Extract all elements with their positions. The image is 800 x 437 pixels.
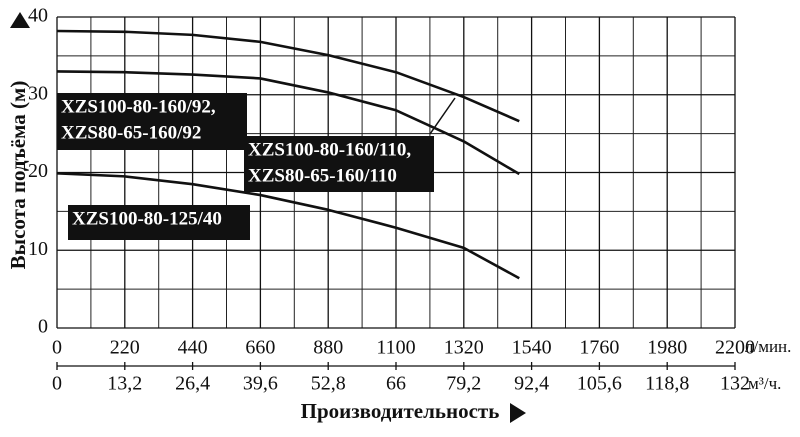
y-axis-title: Высота подъёма (м)	[6, 81, 30, 270]
y-arrow	[10, 12, 30, 28]
y-tick-label: 0	[38, 316, 48, 338]
x-tick-label: 1760	[579, 337, 619, 359]
x-tick-label: 220	[110, 337, 140, 359]
y-tick-label: 20	[28, 160, 48, 182]
x2-tick-label: 105,6	[577, 373, 622, 395]
series-label-box	[244, 136, 434, 192]
x-arrow	[510, 403, 526, 423]
curve	[56, 29, 520, 123]
x-tick-label: 1320	[444, 337, 484, 359]
curve	[56, 171, 520, 280]
x-tick-label: 440	[178, 337, 208, 359]
x-tick-label: 880	[313, 337, 343, 359]
y-tick-label: 40	[28, 5, 48, 27]
series-label-box	[57, 93, 247, 150]
x2-tick-label: 0	[52, 373, 62, 395]
x2-tick-label: 66	[386, 373, 406, 395]
curve	[56, 70, 520, 176]
x2-tick-label: 92,4	[514, 373, 549, 395]
series-label: XZS100-80-160/110,	[248, 139, 411, 160]
x2-tick-label: 26,4	[175, 373, 210, 395]
x2-tick-label: 79,2	[446, 373, 481, 395]
x-tick-label: 1980	[647, 337, 687, 359]
y-tick-label: 30	[28, 82, 48, 104]
series-label: XZS100-80-125/40	[72, 208, 222, 229]
x2-tick-label: 39,6	[243, 373, 278, 395]
series-label-box	[68, 205, 250, 240]
x2-unit: м³/ч.	[748, 374, 781, 393]
x-tick-label: 2200	[715, 337, 755, 359]
x2-tick-label: 118,8	[645, 373, 689, 395]
series-label: XZS100-80-160/92,	[61, 96, 216, 117]
x-tick-label: 1540	[512, 337, 552, 359]
x-tick-label: 1100	[376, 337, 415, 359]
x2-tick-label: 132	[720, 373, 750, 395]
x-axis-title: Производительность	[301, 399, 500, 423]
x2-tick-label: 52,8	[311, 373, 346, 395]
x-tick-label: 660	[245, 337, 275, 359]
x2-tick-label: 13,2	[107, 373, 142, 395]
series-label: XZS80-65-160/110	[248, 165, 397, 186]
x-tick-label: 0	[52, 337, 62, 359]
x-unit: л/мин.	[745, 337, 791, 356]
y-tick-label: 10	[28, 238, 48, 260]
series-label: XZS80-65-160/92	[61, 122, 201, 143]
